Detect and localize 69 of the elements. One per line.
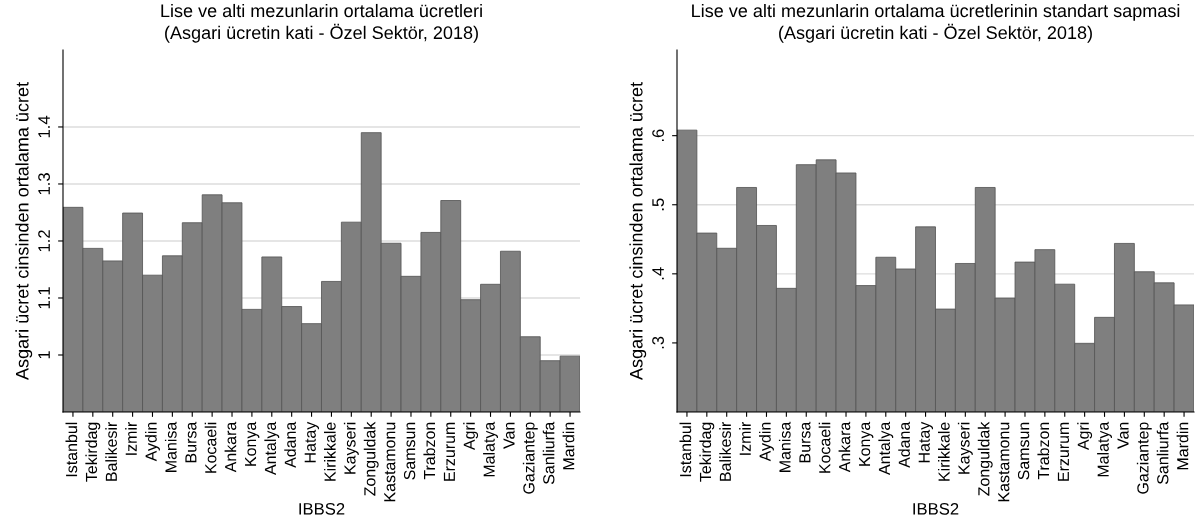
x-tick-label: Gaziantep bbox=[522, 422, 538, 494]
x-tick-label: Istanbul bbox=[679, 422, 692, 477]
y-tick-label: .6 bbox=[652, 129, 664, 142]
x-tick-label: Trabzon bbox=[423, 422, 436, 480]
x-tick-label: Aydin bbox=[759, 422, 774, 462]
x-tick-label: Konya bbox=[859, 421, 874, 466]
x-tick-label: Zonguldak bbox=[977, 421, 993, 496]
x-tick-label: Bursa bbox=[799, 421, 811, 463]
x-tick-label: Mardin bbox=[1176, 422, 1189, 470]
x-tick-label: Bursa bbox=[185, 421, 197, 463]
x-tick-label: Istanbul bbox=[65, 422, 78, 477]
x-tick-label: Samsun bbox=[403, 422, 416, 480]
x-tick-label: Samsun bbox=[1017, 422, 1030, 480]
x-tick-label: Agri bbox=[463, 422, 479, 451]
chart-subtitle: (Asgari ücretin kati - Özel Sektör, 2018) bbox=[779, 23, 1092, 43]
x-tick-label: Erzurum bbox=[443, 422, 456, 481]
x-tick-label: Kocaeli bbox=[204, 422, 217, 473]
chart-title: Lise ve alti mezunlarin ortalama ücretleri bbox=[161, 3, 482, 18]
x-tick-label: Antalya bbox=[878, 421, 894, 475]
y-tick-label: 1.4 bbox=[38, 115, 50, 138]
y-tick-label: 1.3 bbox=[38, 173, 50, 195]
x-tick-label: Adana bbox=[898, 421, 910, 468]
x-tick-label: Sanliurfa bbox=[542, 421, 555, 485]
x-tick-label: Zonguldak bbox=[363, 421, 379, 496]
x-tick-label: Izmir bbox=[739, 421, 751, 455]
x-tick-label: Kirikkale bbox=[324, 422, 336, 481]
x-tick-label: Hatay bbox=[304, 421, 319, 463]
y-axis-title: Asgari ücret cinsinden ortalama ücret bbox=[15, 82, 33, 380]
x-tick-label: Manisa bbox=[778, 421, 791, 472]
x-tick-label: Trabzon bbox=[1037, 422, 1050, 480]
x-tick-label: Malatya bbox=[1097, 421, 1112, 477]
y-tick-label: 1.2 bbox=[38, 230, 50, 252]
x-tick-label: Kayseri bbox=[343, 422, 359, 474]
y-tick-label: .3 bbox=[652, 336, 664, 349]
x-tick-label: Izmir bbox=[125, 421, 137, 455]
chart-subtitle: (Asgari ücretin kati - Özel Sektör, 2018) bbox=[165, 23, 478, 43]
y-axis-title: Asgari ücret cinsinden ortalama ücret bbox=[629, 82, 647, 380]
x-tick-label: Hatay bbox=[918, 421, 933, 463]
x-tick-label: Aydin bbox=[145, 422, 160, 462]
x-tick-label: Malatya bbox=[483, 421, 498, 477]
x-axis-title: IBBS2 bbox=[299, 502, 345, 515]
x-axis-title: IBBS2 bbox=[913, 502, 959, 515]
x-tick-label: Ankara bbox=[224, 421, 237, 473]
x-tick-label: Kastamonu bbox=[384, 422, 396, 502]
x-tick-label: Tekirdag bbox=[85, 422, 101, 482]
x-tick-label: Kirikkale bbox=[938, 422, 950, 481]
x-tick-label: Konya bbox=[245, 421, 260, 466]
chart-title: Lise ve alti mezunlarin ortalama ücretlerinin standart sapmasi bbox=[692, 3, 1180, 21]
y-tick-label: .4 bbox=[652, 267, 664, 280]
x-tick-label: Sanliurfa bbox=[1156, 421, 1169, 485]
x-tick-label: Van bbox=[503, 422, 515, 449]
x-tick-label: Adana bbox=[284, 421, 296, 468]
y-tick-label: .5 bbox=[652, 198, 664, 211]
x-tick-label: Erzurum bbox=[1057, 422, 1070, 481]
x-tick-label: Antalya bbox=[264, 421, 280, 475]
x-tick-label: Agri bbox=[1077, 422, 1093, 451]
x-tick-label: Balikesir bbox=[719, 421, 731, 481]
x-tick-label: Balikesir bbox=[105, 421, 117, 481]
y-tick-label: 1.1 bbox=[38, 287, 50, 309]
x-tick-label: Tekirdag bbox=[699, 422, 715, 482]
x-tick-label: Kastamonu bbox=[998, 422, 1010, 502]
x-tick-label: Gaziantep bbox=[1136, 422, 1152, 494]
y-tick-label: 1 bbox=[38, 351, 50, 359]
x-tick-label: Kocaeli bbox=[818, 422, 831, 473]
x-tick-label: Ankara bbox=[838, 421, 851, 473]
x-tick-label: Kayseri bbox=[957, 422, 973, 474]
x-tick-label: Van bbox=[1117, 422, 1129, 449]
x-tick-label: Mardin bbox=[562, 422, 575, 470]
x-tick-label: Manisa bbox=[164, 421, 177, 472]
